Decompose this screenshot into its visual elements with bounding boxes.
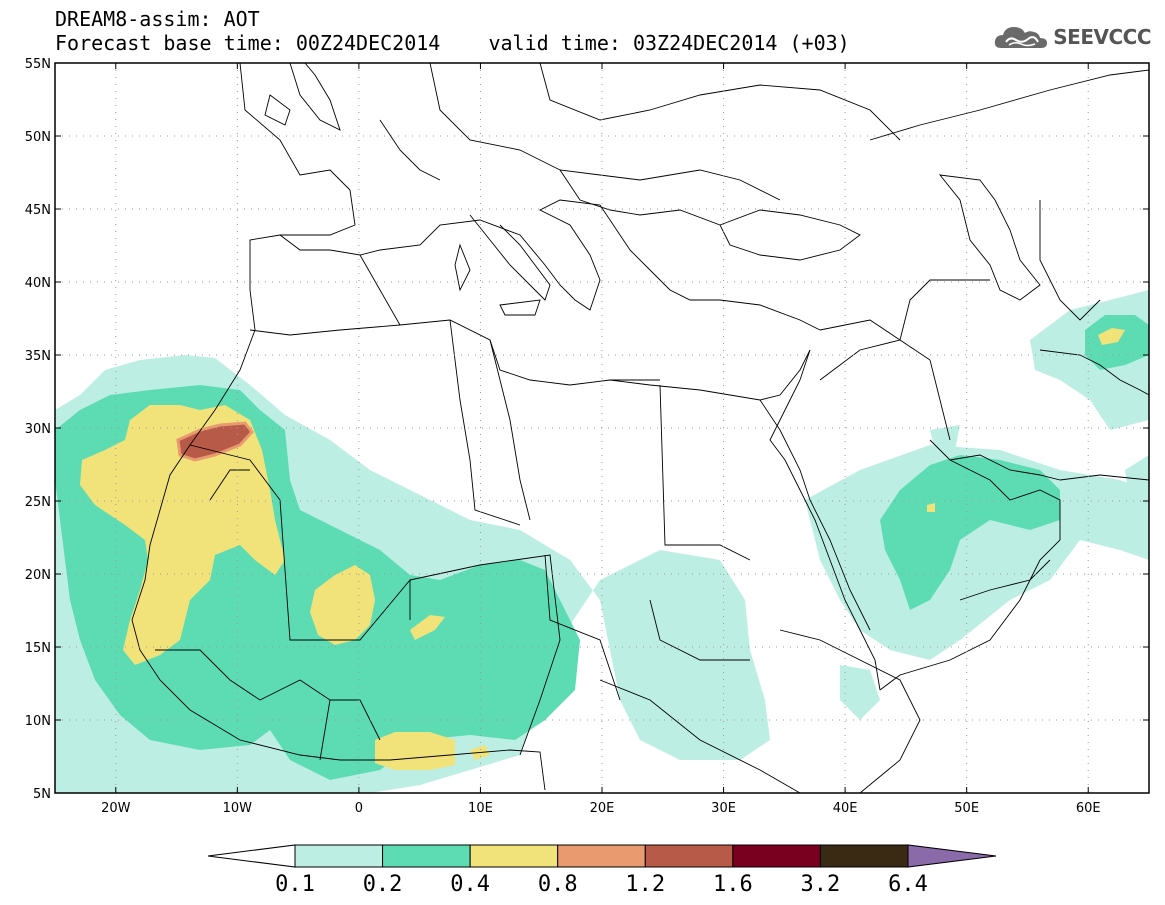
lon-tick-label: 10W (223, 801, 253, 816)
lon-tick-label: 30E (711, 801, 736, 816)
lat-tick-label: 55N (25, 57, 51, 72)
lon-tick-label: 60E (1076, 801, 1101, 816)
colorbar-label: 0.2 (363, 872, 403, 897)
colorbar-label: 3.2 (801, 872, 841, 897)
lat-tick-label: 45N (25, 203, 51, 218)
lat-tick-label: 20N (25, 568, 51, 583)
lon-tick-label: 20W (101, 801, 131, 816)
colorbar-swatch (644, 844, 734, 868)
axis-ticks: 5N 10N 15N 20N 25N 30N 35N 40N 45N 50N 55N 20W 10W 0 1… (25, 57, 1149, 816)
lon-tick-label: 0 (355, 801, 363, 816)
colorbar-swatch (557, 844, 646, 868)
colorbar-label: 0.1 (275, 872, 315, 897)
colorbar-label: 0.4 (450, 872, 490, 897)
colorbar-label: 0.8 (538, 872, 578, 897)
lat-tick-label: 40N (25, 276, 51, 291)
aot-shading (55, 290, 1149, 793)
lat-tick-label: 15N (25, 641, 51, 656)
lat-tick-label: 25N (25, 495, 51, 510)
colorbar-swatch (382, 844, 471, 868)
seevccc-logo: SEEVCCC (993, 22, 1151, 52)
lon-tick-label: 10E (468, 801, 493, 816)
coastlines-borders (131, 63, 1149, 793)
colorbar-label: 1.6 (713, 872, 753, 897)
forecast-times: Forecast base time: 00Z24DEC2014 valid t… (55, 31, 850, 55)
gridlines (55, 63, 1149, 793)
lat-tick-label: 35N (25, 349, 51, 364)
colorbar-swatch (469, 844, 559, 868)
lat-tick-label: 30N (25, 422, 51, 437)
colorbar-under-arrow (207, 844, 296, 868)
colorbar-swatch (294, 844, 384, 868)
lon-tick-label: 40E (833, 801, 858, 816)
map-title: DREAM8-assim: AOT (55, 7, 260, 31)
colorbar-over-arrow (907, 844, 997, 868)
colorbar-label: 6.4 (888, 872, 928, 897)
lat-tick-label: 10N (25, 714, 51, 729)
lat-tick-label: 5N (33, 787, 51, 802)
logo-text: SEEVCCC (1053, 25, 1151, 49)
lon-tick-label: 20E (590, 801, 615, 816)
lon-tick-label: 50E (954, 801, 979, 816)
colorbar: 0.1 0.2 0.4 0.8 1.2 1.6 3.2 6.4 (207, 844, 997, 897)
colorbar-swatch (732, 844, 821, 868)
cloud-icon (995, 27, 1048, 48)
colorbar-swatch (819, 844, 909, 868)
colorbar-label: 1.2 (625, 872, 665, 897)
lat-tick-label: 50N (25, 130, 51, 145)
